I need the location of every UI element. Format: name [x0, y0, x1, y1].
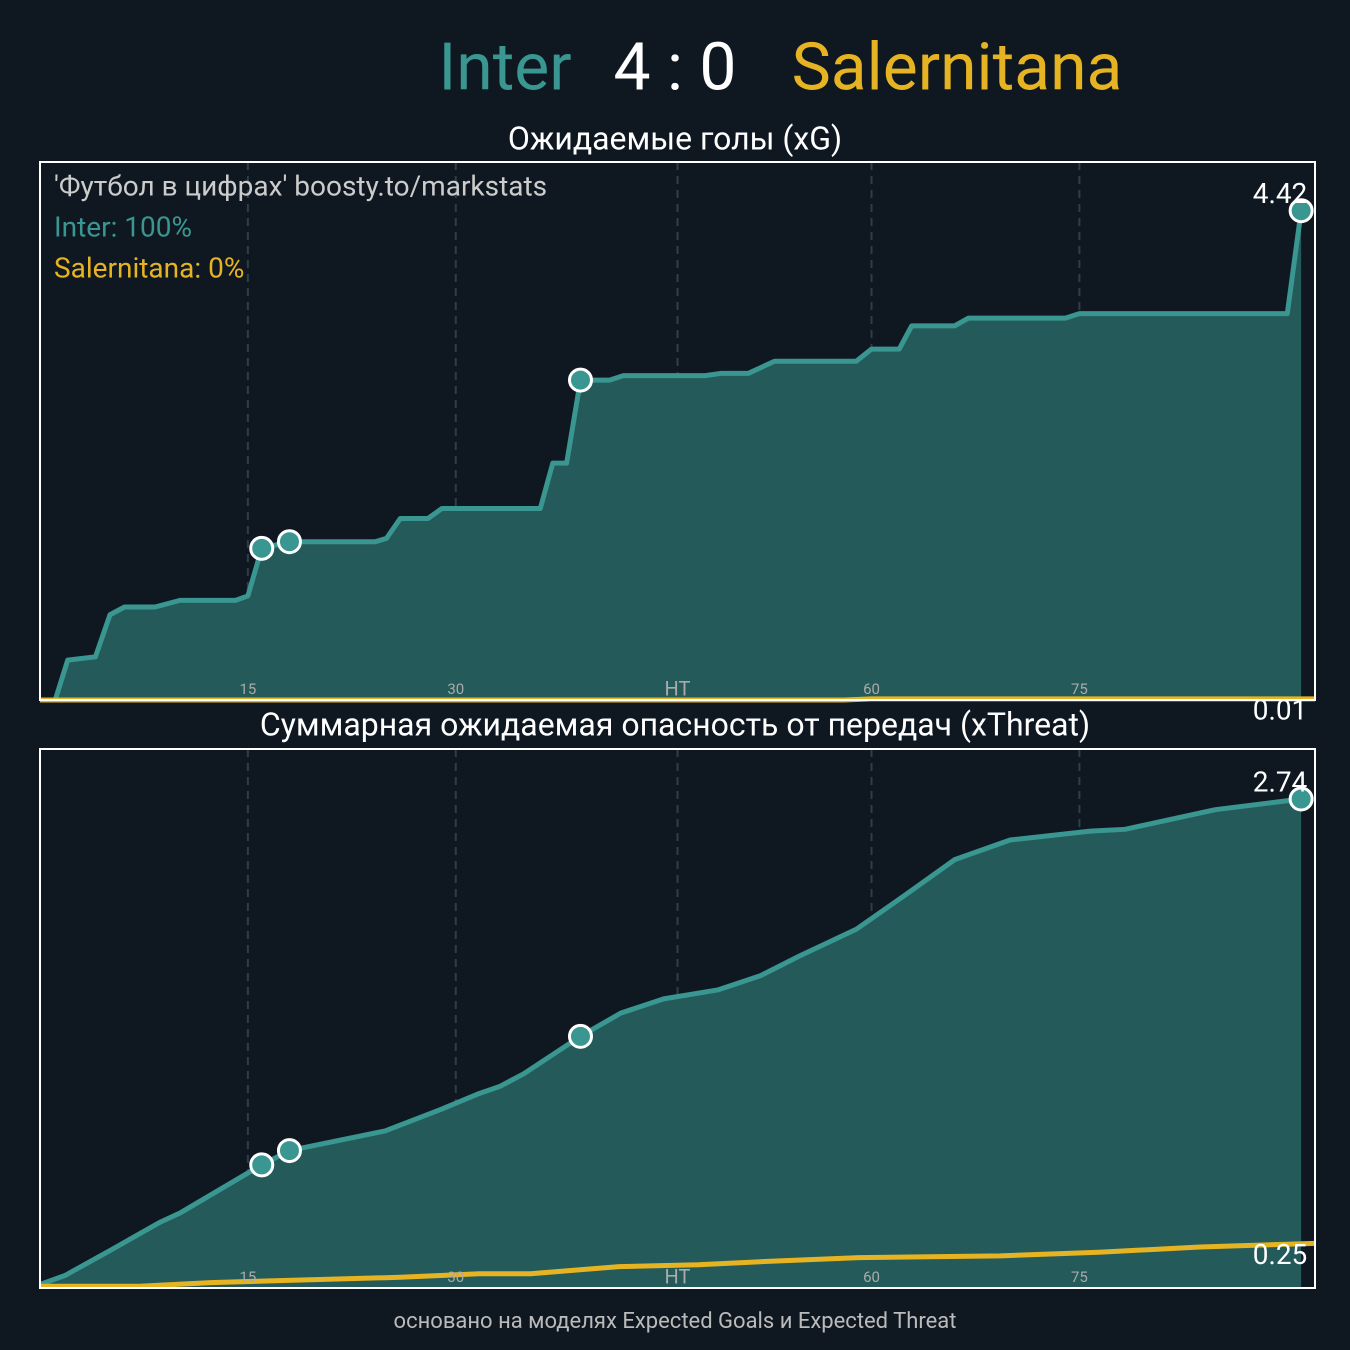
goal-marker — [1288, 198, 1314, 224]
end-value-label: 0.01 — [1253, 693, 1308, 726]
annotation: Salernitana: 0% — [54, 251, 244, 284]
chart-title: Ожидаемые голы (xG) — [508, 119, 842, 157]
x-tick-label: 30 — [447, 1268, 464, 1286]
footer: основано на моделях Expected Goals и Exp… — [394, 1309, 957, 1334]
goal-marker — [249, 535, 275, 561]
x-tick-label: HT — [665, 676, 691, 700]
end-value-label: 4.42 — [1253, 177, 1308, 210]
x-tick-label: 15 — [239, 1268, 256, 1286]
line — [40, 1240, 1316, 1289]
line — [40, 210, 1304, 703]
goal-marker — [567, 1023, 593, 1049]
goal-marker — [1288, 786, 1314, 812]
x-tick-label: 60 — [863, 1268, 880, 1286]
x-tick-label: 30 — [447, 680, 464, 698]
goal-marker — [276, 529, 302, 555]
x-tick-label: HT — [665, 1264, 691, 1288]
x-tick-label: 60 — [863, 680, 880, 698]
away-team: Salernitana — [792, 29, 1123, 106]
goal-marker — [276, 1138, 302, 1164]
end-value-label: 0.25 — [1253, 1238, 1308, 1271]
goal-marker — [567, 367, 593, 393]
line — [39, 796, 1302, 1287]
score: 4 : 0 — [614, 29, 737, 106]
plot-frame — [39, 748, 1316, 1289]
area — [40, 798, 1302, 1288]
plot-frame — [39, 161, 1316, 701]
x-tick-label: 75 — [1071, 680, 1088, 698]
home-team: Inter — [438, 29, 571, 106]
x-tick-label: 75 — [1071, 1268, 1088, 1286]
end-value-label: 2.74 — [1253, 765, 1308, 798]
chart-title: Суммарная ожидаемая опасность от передач… — [260, 705, 1090, 743]
area — [40, 210, 1302, 700]
annotation: 'Футбол в цифрах' boosty.to/markstats — [54, 169, 547, 202]
x-tick-label: 15 — [239, 680, 256, 698]
goal-marker — [249, 1152, 275, 1178]
annotation: Inter: 100% — [54, 210, 192, 243]
